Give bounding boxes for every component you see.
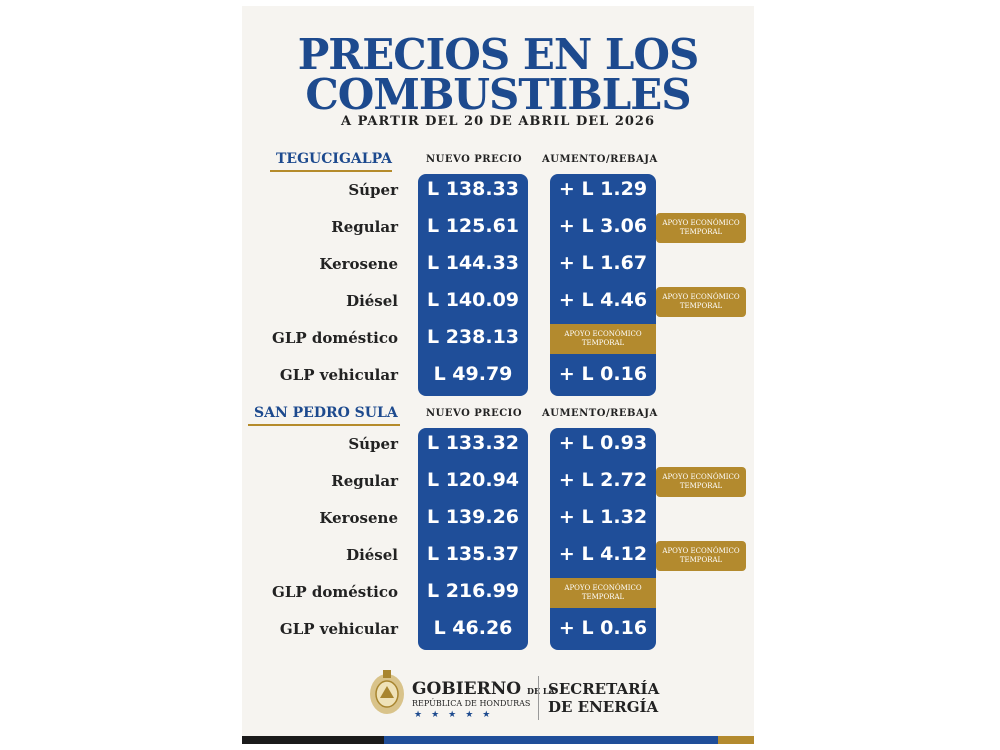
price-value: L 135.37: [426, 543, 520, 565]
secretaria-line-2: DE ENERGÍA: [548, 698, 659, 716]
apoyo-badge: APOYO ECONÓMICO TEMPORAL: [656, 541, 746, 571]
fuel-price-poster: PRECIOS EN LOS COMBUSTIBLES A PARTIR DEL…: [242, 6, 754, 744]
apoyo-text: TEMPORAL: [581, 339, 625, 347]
footer-bar-black: [242, 736, 384, 744]
change-panel-tegucigalpa: [550, 174, 656, 396]
apoyo-text: TEMPORAL: [679, 482, 723, 490]
price-value: L 49.79: [433, 363, 513, 385]
change-value: + L 3.06: [558, 215, 648, 237]
fuel-label: GLP doméstico: [272, 583, 398, 601]
apoyo-text: APOYO ECONÓMICO: [662, 293, 740, 301]
apoyo-text: APOYO ECONÓMICO: [564, 584, 642, 592]
apoyo-badge-inline: APOYO ECONÓMICO TEMPORAL: [550, 578, 656, 608]
fuel-label: GLP doméstico: [272, 329, 398, 347]
de-la-text: DE LA: [527, 686, 555, 696]
apoyo-text: APOYO ECONÓMICO: [662, 219, 740, 227]
price-value: L 140.09: [426, 289, 520, 311]
fuel-label: Súper: [348, 181, 398, 199]
price-panel-tegucigalpa: [418, 174, 528, 396]
change-value: + L 1.67: [558, 252, 648, 274]
title-line-2: COMBUSTIBLES: [305, 70, 691, 119]
change-panel-san-pedro-sula: [550, 428, 656, 650]
city-underline: [248, 424, 400, 426]
fuel-label: Diésel: [346, 292, 398, 310]
fuel-label: Súper: [348, 435, 398, 453]
footer-bar-gold: [718, 736, 754, 744]
col-change: AUMENTO/REBAJA: [542, 408, 658, 419]
change-value: + L 1.29: [558, 178, 648, 200]
honduras-coat-of-arms-icon: [370, 670, 404, 714]
col-change: AUMENTO/REBAJA: [542, 154, 658, 165]
col-new-price: NUEVO PRECIO: [426, 154, 523, 165]
price-value: L 216.99: [426, 580, 520, 602]
republica-label: REPÚBLICA DE HONDURAS: [412, 699, 531, 708]
fuel-label: Kerosene: [319, 255, 398, 273]
apoyo-badge: APOYO ECONÓMICO TEMPORAL: [656, 287, 746, 317]
footer-divider: [538, 676, 539, 720]
change-value: + L 0.16: [558, 363, 648, 385]
price-value: L 238.13: [426, 326, 520, 348]
change-value: + L 0.93: [558, 432, 648, 454]
title-line-1: PRECIOS EN LOS: [297, 30, 700, 79]
gobierno-label: GOBIERNO DE LA: [412, 679, 555, 699]
city-san-pedro-sula: SAN PEDRO SULA: [254, 405, 398, 421]
change-value: + L 2.72: [558, 469, 648, 491]
fuel-label: GLP vehicular: [279, 366, 398, 384]
apoyo-text: TEMPORAL: [581, 593, 625, 601]
apoyo-text: APOYO ECONÓMICO: [564, 330, 642, 338]
price-value: L 120.94: [426, 469, 520, 491]
apoyo-badge: APOYO ECONÓMICO TEMPORAL: [656, 213, 746, 243]
col-new-price: NUEVO PRECIO: [426, 408, 523, 419]
footer-bar-blue: [384, 736, 718, 744]
fuel-label: Regular: [331, 218, 398, 236]
fuel-label: Regular: [331, 472, 398, 490]
fuel-label: GLP vehicular: [279, 620, 398, 638]
apoyo-text: APOYO ECONÓMICO: [662, 547, 740, 555]
price-panel-san-pedro-sula: [418, 428, 528, 650]
price-value: L 133.32: [426, 432, 520, 454]
price-value: L 139.26: [426, 506, 520, 528]
secretaria-line-1: SECRETARÍA: [548, 680, 660, 698]
effective-date: A PARTIR DEL 20 DE ABRIL DEL 2026: [340, 114, 656, 129]
apoyo-badge-inline: APOYO ECONÓMICO TEMPORAL: [550, 324, 656, 354]
fuel-label: Kerosene: [319, 509, 398, 527]
change-value: + L 4.46: [558, 289, 648, 311]
price-value: L 46.26: [433, 617, 513, 639]
fuel-label: Diésel: [346, 546, 398, 564]
gobierno-text: GOBIERNO: [412, 679, 522, 699]
change-value: + L 1.32: [558, 506, 648, 528]
apoyo-badge: APOYO ECONÓMICO TEMPORAL: [656, 467, 746, 497]
city-tegucigalpa: TEGUCIGALPA: [276, 151, 392, 167]
apoyo-text: TEMPORAL: [679, 302, 723, 310]
city-underline: [270, 170, 392, 172]
price-value: L 138.33: [426, 178, 520, 200]
change-value: + L 4.12: [558, 543, 648, 565]
apoyo-text: APOYO ECONÓMICO: [662, 473, 740, 481]
apoyo-text: TEMPORAL: [679, 228, 723, 236]
change-value: + L 0.16: [558, 617, 648, 639]
price-value: L 125.61: [426, 215, 520, 237]
apoyo-text: TEMPORAL: [679, 556, 723, 564]
price-value: L 144.33: [426, 252, 520, 274]
stars-icon: ★★★★★: [414, 710, 500, 720]
